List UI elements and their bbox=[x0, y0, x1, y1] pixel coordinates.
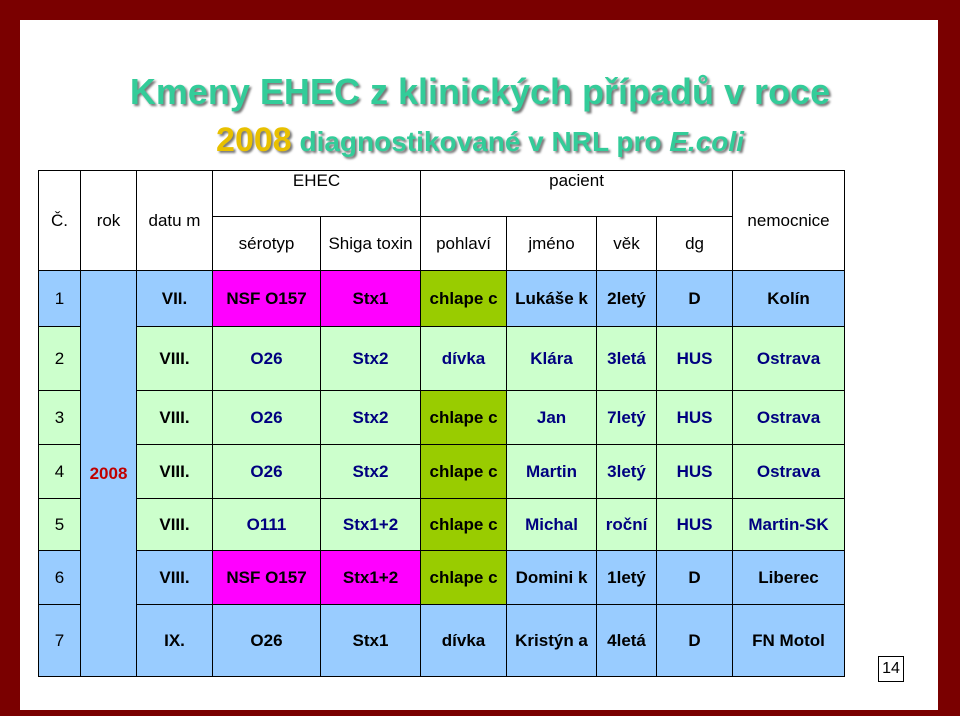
row-no: 6 bbox=[38, 550, 81, 605]
row-vek: 3letý bbox=[596, 444, 658, 499]
row-no: 5 bbox=[38, 498, 81, 551]
row-serotyp: NSF O157 bbox=[212, 550, 321, 605]
year-cell: 2008 bbox=[80, 270, 137, 677]
row-nemocnice: FN Motol bbox=[732, 604, 846, 677]
row-jmeno: Martin bbox=[506, 444, 598, 499]
row-nemocnice: Liberec bbox=[732, 550, 846, 605]
row-vek: 1letý bbox=[596, 550, 658, 605]
row-serotyp: O26 bbox=[212, 326, 321, 391]
row-toxin: Stx2 bbox=[319, 326, 422, 391]
table-row: 3 VIII. O26 Stx2 chlape c Jan 7letý HUS … bbox=[38, 390, 846, 445]
row-datum: VII. bbox=[136, 270, 213, 327]
ehec-table: Č. rok datu m EHEC pacient nemocnice sér… bbox=[38, 170, 846, 677]
row-vek: 7letý bbox=[596, 390, 658, 445]
row-pohlavi: chlape c bbox=[420, 444, 508, 499]
row-no: 3 bbox=[38, 390, 81, 445]
page-number: 14 bbox=[878, 656, 904, 682]
table-row: 5 VIII. O111 Stx1+2 chlape c Michal ročn… bbox=[38, 498, 846, 551]
row-no: 7 bbox=[38, 604, 81, 677]
row-datum: VIII. bbox=[136, 326, 213, 391]
table-row: 1 2008 VII. NSF O157 Stx1 chlape c Lukáš… bbox=[38, 270, 846, 677]
header-nemocnice: nemocnice bbox=[732, 170, 846, 271]
row-pohlavi: chlape c bbox=[420, 498, 508, 551]
row-dg: D bbox=[656, 270, 734, 327]
row-datum: VIII. bbox=[136, 390, 213, 445]
row-toxin: Stx1 bbox=[319, 270, 422, 327]
row-dg: HUS bbox=[656, 444, 734, 499]
row-toxin: Stx1+2 bbox=[319, 550, 422, 605]
row-toxin: Stx1 bbox=[319, 604, 422, 677]
subtitle-year: 2008 bbox=[216, 121, 292, 159]
header-c: Č. bbox=[38, 170, 81, 271]
subtitle-text: diagnostikované v NRL pro bbox=[299, 126, 662, 157]
row-pohlavi: dívka bbox=[420, 604, 508, 677]
table-row: 4 VIII. O26 Stx2 chlape c Martin 3letý H… bbox=[38, 444, 846, 499]
row-no: 1 bbox=[38, 270, 81, 327]
header-vek: věk bbox=[596, 216, 658, 271]
row-pohlavi: chlape c bbox=[420, 270, 508, 327]
row-serotyp: NSF O157 bbox=[212, 270, 321, 327]
row-nemocnice: Ostrava bbox=[732, 390, 846, 445]
row-serotyp: O26 bbox=[212, 444, 321, 499]
row-datum: VIII. bbox=[136, 550, 213, 605]
row-pohlavi: chlape c bbox=[420, 550, 508, 605]
row-serotyp: O26 bbox=[212, 390, 321, 445]
header-ehec: EHEC bbox=[211, 170, 422, 217]
row-pohlavi: chlape c bbox=[420, 390, 508, 445]
row-datum: VIII. bbox=[136, 498, 213, 551]
header-shiga: Shiga toxin bbox=[319, 216, 422, 271]
header-pacient: pacient bbox=[420, 170, 734, 217]
row-datum: IX. bbox=[136, 604, 213, 677]
row-jmeno: Domini k bbox=[506, 550, 598, 605]
table-row: 6 VIII. NSF O157 Stx1+2 chlape c Domini … bbox=[38, 550, 846, 605]
slide-title: Kmeny EHEC z klinických případů v roce bbox=[129, 71, 831, 112]
table-row: 7 IX. O26 Stx1 dívka Kristýn a 4letá D F… bbox=[38, 604, 846, 677]
header-serotyp: sérotyp bbox=[212, 216, 321, 271]
row-toxin: Stx2 bbox=[319, 444, 422, 499]
row-nemocnice: Ostrava bbox=[732, 326, 846, 391]
row-dg: D bbox=[656, 550, 734, 605]
header-dg: dg bbox=[656, 216, 734, 271]
row-vek: 3letá bbox=[596, 326, 658, 391]
row-jmeno: Kristýn a bbox=[506, 604, 598, 677]
header-jmeno: jméno bbox=[506, 216, 598, 271]
row-serotyp: O111 bbox=[212, 498, 321, 551]
row-serotyp: O26 bbox=[212, 604, 321, 677]
row-vek: 4letá bbox=[596, 604, 658, 677]
row-nemocnice: Martin-SK bbox=[732, 498, 846, 551]
header-rok: rok bbox=[80, 170, 137, 271]
row-datum: VIII. bbox=[136, 444, 213, 499]
subtitle-italic: E.coli bbox=[669, 126, 744, 157]
row-vek: 2letý bbox=[596, 270, 658, 327]
row-jmeno: Klára bbox=[506, 326, 598, 391]
row-dg: HUS bbox=[656, 326, 734, 391]
row-jmeno: Lukáše k bbox=[506, 270, 598, 327]
row-jmeno: Michal bbox=[506, 498, 598, 551]
row-dg: HUS bbox=[656, 390, 734, 445]
row-toxin: Stx2 bbox=[319, 390, 422, 445]
row-toxin: Stx1+2 bbox=[319, 498, 422, 551]
row-nemocnice: Ostrava bbox=[732, 444, 846, 499]
row-dg: HUS bbox=[656, 498, 734, 551]
table-row: 2 VIII. O26 Stx2 dívka Klára 3letá HUS O… bbox=[38, 326, 846, 391]
row-nemocnice: Kolín bbox=[732, 270, 846, 327]
row-no: 4 bbox=[38, 444, 81, 499]
slide-subtitle: 2008 diagnostikované v NRL pro E.coli bbox=[0, 122, 960, 160]
header-datum: datu m bbox=[136, 170, 213, 271]
row-jmeno: Jan bbox=[506, 390, 598, 445]
row-no: 2 bbox=[38, 326, 81, 391]
row-dg: D bbox=[656, 604, 734, 677]
row-vek: roční bbox=[596, 498, 658, 551]
row-pohlavi: dívka bbox=[420, 326, 508, 391]
header-pohlavi: pohlaví bbox=[420, 216, 508, 271]
